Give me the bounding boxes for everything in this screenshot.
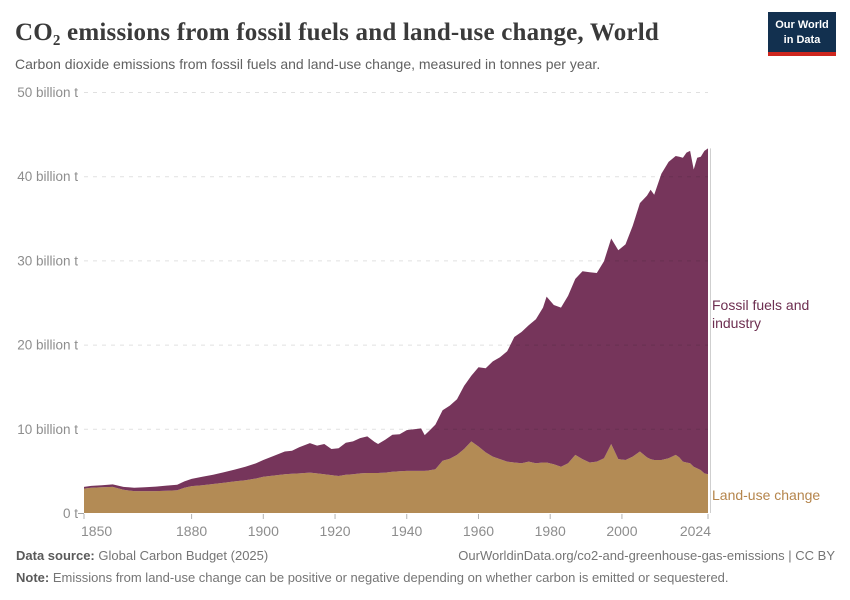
area-land-use-change <box>84 441 708 513</box>
y-axis-tick-label: 10 billion t <box>17 422 78 437</box>
owid-logo-text: Our World in Data <box>768 12 836 52</box>
data-source: Data source: Global Carbon Budget (2025) <box>16 548 268 563</box>
data-source-value: Global Carbon Budget (2025) <box>98 548 269 563</box>
x-axis-tick-label: 1940 <box>391 523 422 539</box>
owid-logo-line1: Our World <box>775 19 829 31</box>
legend-label-fossil: Fossil fuels and industry <box>712 297 810 332</box>
y-axis-tick-label: 20 billion t <box>17 338 78 353</box>
page-title: CO₂ emissions from fossil fuels and land… <box>15 19 659 46</box>
y-axis-tick-label: 40 billion t <box>17 169 78 184</box>
x-axis-tick-label: 1920 <box>319 523 350 539</box>
owid-logo: Our World in Data <box>768 12 836 56</box>
url-credit[interactable]: OurWorldinData.org/co2-and-greenhouse-ga… <box>458 548 835 563</box>
footer-row-note: Note: Emissions from land-use change can… <box>16 570 835 585</box>
y-axis-tick-label: 0 t <box>63 506 78 521</box>
x-axis-tick-label: 1960 <box>463 523 494 539</box>
area-fossil-fuels <box>84 148 708 492</box>
x-axis-tick-label: 2024 <box>680 523 711 539</box>
note-label: Note: <box>16 570 50 585</box>
y-axis-tick-label: 50 billion t <box>17 85 78 100</box>
x-axis-tick-label: 2000 <box>606 523 637 539</box>
note-text: Emissions from land-use change can be po… <box>52 570 729 585</box>
x-axis-tick-label: 1980 <box>535 523 566 539</box>
owid-logo-line2: in Data <box>783 33 821 46</box>
legend-label-land-use: Land-use change <box>712 487 821 503</box>
footer-row-source: Data source: Global Carbon Budget (2025)… <box>16 548 835 563</box>
owid-logo-red-bar <box>768 52 836 56</box>
y-axis-tick-label: 30 billion t <box>17 253 78 268</box>
chart-subtitle: Carbon dioxide emissions from fossil fue… <box>15 56 601 72</box>
x-axis-tick-label: 1850 <box>81 523 112 539</box>
data-source-label: Data source: <box>16 548 95 563</box>
x-axis-tick-label: 1900 <box>248 523 279 539</box>
x-axis-tick-label: 1880 <box>176 523 207 539</box>
